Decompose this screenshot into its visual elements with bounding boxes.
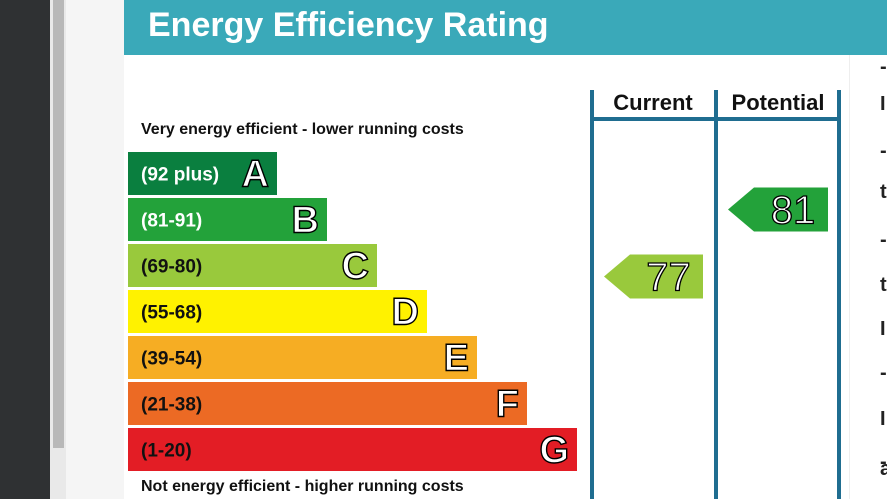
column-header-current: Current bbox=[613, 90, 693, 115]
right-fragment: - bbox=[880, 229, 887, 251]
band-letter-b: B bbox=[292, 200, 319, 242]
column-divider-3 bbox=[837, 90, 841, 499]
current-rating-arrow bbox=[604, 254, 703, 299]
band-bar-g bbox=[128, 428, 577, 471]
right-fragment: I bbox=[880, 318, 886, 340]
scrollbar-thumb[interactable] bbox=[53, 0, 64, 448]
right-fragment: a bbox=[880, 458, 887, 480]
band-letter-d: D bbox=[392, 292, 419, 334]
band-letter-a: A bbox=[242, 154, 269, 196]
page-title: Energy Efficiency Rating bbox=[124, 0, 887, 55]
band-range-g: (1-20) bbox=[141, 441, 192, 462]
band-letter-f: F bbox=[496, 384, 519, 426]
band-letter-c: C bbox=[342, 246, 369, 288]
band-range-e: (39-54) bbox=[141, 349, 202, 370]
right-fragment: - bbox=[880, 362, 887, 384]
column-header-potential: Potential bbox=[732, 90, 825, 115]
band-bar-e bbox=[128, 336, 477, 379]
column-header-rule bbox=[590, 117, 841, 121]
left-dark-panel bbox=[0, 0, 50, 499]
right-fragment: I bbox=[880, 408, 886, 430]
left-margin bbox=[66, 0, 124, 499]
right-fragment: I bbox=[880, 93, 886, 115]
bottom-caption: Not energy efficient - higher running co… bbox=[141, 478, 464, 495]
band-letter-g: G bbox=[539, 430, 569, 472]
band-range-a: (92 plus) bbox=[141, 165, 219, 186]
band-range-b: (81-91) bbox=[141, 211, 202, 232]
band-range-c: (69-80) bbox=[141, 257, 202, 278]
potential-rating-value: 81 bbox=[771, 189, 816, 233]
band-bar-a bbox=[128, 152, 277, 195]
right-fragment: t bbox=[880, 274, 887, 296]
band-letter-e: E bbox=[444, 338, 469, 380]
column-divider-1 bbox=[590, 90, 594, 499]
top-caption: Very energy efficient - lower running co… bbox=[141, 121, 464, 138]
current-rating-value: 77 bbox=[646, 256, 691, 300]
band-bar-d bbox=[128, 290, 427, 333]
right-fragment: - bbox=[880, 140, 887, 162]
band-bar-c bbox=[128, 244, 377, 287]
potential-rating-arrow bbox=[728, 187, 828, 232]
column-divider-2 bbox=[714, 90, 718, 499]
band-range-d: (55-68) bbox=[141, 303, 202, 324]
right-divider bbox=[849, 55, 850, 499]
band-bar-f bbox=[128, 382, 527, 425]
band-bar-b bbox=[128, 198, 327, 241]
right-fragment: - bbox=[880, 56, 887, 78]
right-fragment: - bbox=[880, 451, 887, 473]
right-fragment: t bbox=[880, 181, 887, 203]
band-range-f: (21-38) bbox=[141, 395, 202, 416]
